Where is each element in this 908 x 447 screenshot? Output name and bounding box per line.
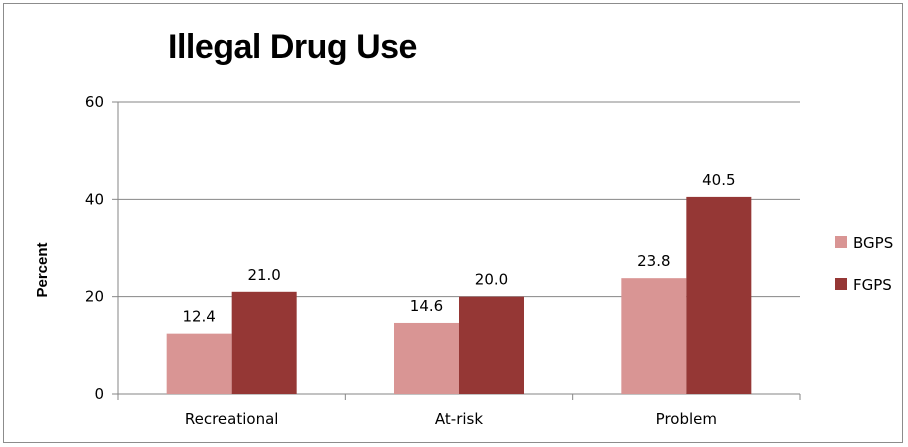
data-label: 23.8	[637, 252, 670, 270]
bar-fgps	[231, 291, 297, 394]
data-label: 14.6	[410, 297, 443, 315]
y-tick-label: 20	[85, 288, 104, 306]
legend-label: FGPS	[853, 276, 892, 294]
y-tick-label: 0	[94, 385, 104, 403]
legend: BGPS FGPS	[835, 234, 893, 294]
bar-bgps	[621, 278, 687, 394]
x-category-label: Recreational	[185, 410, 279, 428]
bar-fgps	[686, 196, 752, 394]
y-tick-label: 40	[85, 190, 104, 208]
bar-bgps	[394, 322, 459, 394]
y-axis-title: Percent	[34, 242, 51, 297]
data-label: 40.5	[702, 171, 735, 189]
chart-title: Illegal Drug Use	[168, 28, 417, 66]
y-tick-label: 60	[85, 93, 104, 111]
bars	[166, 196, 752, 394]
x-category-label: Problem	[656, 410, 717, 428]
legend-label: BGPS	[853, 234, 893, 252]
x-category-label: At-risk	[435, 410, 483, 428]
data-labels: 12.4 21.0 14.6 20.0 23.8 40.5	[182, 171, 735, 326]
legend-swatch	[835, 236, 847, 248]
bar-fgps	[459, 296, 524, 394]
legend-swatch	[835, 278, 847, 290]
data-label: 12.4	[182, 308, 215, 326]
data-label: 20.0	[475, 271, 508, 289]
bar-bgps	[166, 333, 232, 394]
data-label: 21.0	[247, 266, 280, 284]
